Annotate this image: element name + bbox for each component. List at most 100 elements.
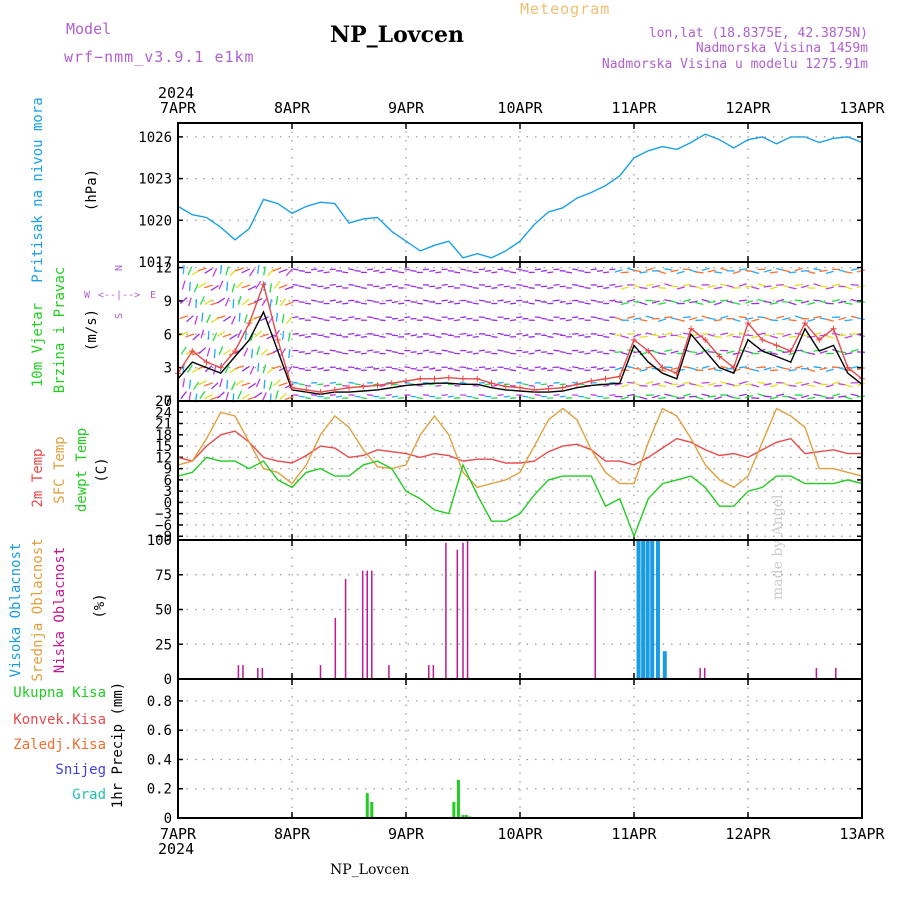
- wind-arrow: [491, 319, 498, 322]
- wind-arrow: [807, 301, 816, 306]
- wind-arrow: [516, 381, 523, 384]
- wind-arrow: [304, 286, 312, 289]
- wind-arrow: [373, 269, 380, 272]
- wind-arrow: [726, 284, 735, 289]
- wind-arrow: [491, 384, 498, 387]
- wind-arrow: [614, 300, 623, 304]
- wind-arrow: [578, 269, 585, 272]
- wind-arrow: [844, 396, 853, 400]
- x-tick-label: 9APR: [388, 99, 425, 117]
- wind-arrow: [689, 366, 698, 371]
- wind-arrow: [782, 333, 791, 338]
- wind-arrow: [385, 381, 392, 384]
- wind-arrow: [825, 270, 834, 275]
- y-axis-title: Brzina i Pravac: [52, 267, 68, 393]
- wind-arrow: [658, 286, 667, 289]
- wind-arrow: [292, 381, 299, 384]
- wind-arrow: [348, 268, 355, 271]
- y-axis-title: 1hr Precip (mm): [110, 682, 126, 808]
- wind-arrow: [422, 299, 430, 302]
- wind-arrow: [565, 352, 572, 355]
- model-label: Model: [66, 20, 112, 38]
- wind-arrow: [856, 317, 865, 321]
- y-tick-label: 9: [164, 462, 172, 478]
- wind-arrow: [311, 316, 318, 319]
- wind-arrow: [788, 271, 797, 274]
- wind-arrow: [354, 383, 361, 386]
- wind-arrow: [614, 269, 623, 273]
- wind-arrow: [229, 333, 238, 340]
- wind-arrow: [751, 270, 760, 275]
- wind-arrow: [472, 286, 479, 289]
- wind-arrow: [732, 335, 741, 338]
- bar-low_cloud: [835, 667, 837, 679]
- wind-arrow: [193, 381, 200, 390]
- wind-arrow: [776, 348, 785, 353]
- wind-arrow: [298, 334, 305, 337]
- wind-arrow: [603, 369, 610, 372]
- bar-total_precip: [365, 793, 369, 818]
- wind-arrow: [794, 267, 803, 272]
- gust-marker: [688, 325, 694, 332]
- wind-arrow: [278, 382, 288, 387]
- wind-arrow: [732, 396, 741, 400]
- wind-arrow: [850, 365, 859, 369]
- wind-arrow: [553, 332, 560, 335]
- wind-arrow: [813, 315, 822, 319]
- wind-arrow: [825, 335, 834, 339]
- wind-arrow: [503, 367, 510, 370]
- bar-low_cloud: [432, 665, 435, 679]
- wind-arrow: [689, 395, 698, 398]
- wind-arrow: [651, 300, 660, 304]
- wind-arrow: [335, 367, 343, 370]
- wind-arrow: [788, 384, 797, 387]
- wind-arrow: [182, 378, 186, 388]
- wind-arrow: [620, 351, 629, 356]
- wind-arrow: [260, 348, 269, 356]
- wind-arrow: [188, 281, 191, 292]
- wind-arrow: [565, 319, 572, 322]
- bar-low_cloud: [334, 617, 337, 679]
- wind-arrow: [645, 381, 654, 385]
- wind-arrow: [763, 395, 772, 398]
- wind-arrow: [429, 317, 436, 320]
- gust-marker: [346, 384, 352, 391]
- wind-arrow: [578, 334, 585, 337]
- wind-arrow: [553, 299, 560, 302]
- wind-arrow: [398, 397, 405, 399]
- wind-arrow: [335, 285, 343, 288]
- y-tick-label: 0: [164, 811, 172, 827]
- wind-arrow: [478, 299, 485, 302]
- wind-arrow: [292, 284, 299, 286]
- wind-arrow: [497, 283, 504, 287]
- wind-arrow: [745, 334, 754, 337]
- wind-arrow: [676, 318, 685, 322]
- wind-arrow: [522, 351, 529, 353]
- gust-marker: [645, 347, 652, 354]
- wind-arrow: [850, 348, 859, 353]
- y-tick-label: −3: [155, 507, 172, 523]
- gust-marker: [445, 374, 452, 381]
- compass-n: N: [114, 265, 125, 271]
- wind-arrow: [664, 349, 673, 353]
- wind-arrow: [466, 395, 473, 398]
- y-tick-label: 12: [155, 450, 172, 466]
- wind-arrow: [609, 283, 616, 287]
- wind-arrow: [547, 271, 554, 274]
- wind-arrow: [769, 302, 778, 305]
- wind-arrow: [689, 300, 698, 304]
- wind-arrow: [454, 369, 461, 372]
- wind-arrow: [819, 350, 828, 354]
- gust-marker: [631, 336, 637, 343]
- gust-marker: [616, 373, 623, 380]
- wind-arrow: [329, 394, 336, 397]
- x-tick-label: 10APR: [497, 825, 543, 843]
- wind-arrow: [745, 350, 754, 354]
- wind-arrow: [241, 382, 251, 387]
- wind-arrow: [701, 365, 710, 369]
- wind-arrow: [237, 390, 243, 400]
- wind-arrow: [528, 302, 535, 305]
- wind-arrow: [335, 395, 343, 398]
- wind-arrow: [633, 333, 642, 338]
- wind-arrow: [794, 381, 803, 385]
